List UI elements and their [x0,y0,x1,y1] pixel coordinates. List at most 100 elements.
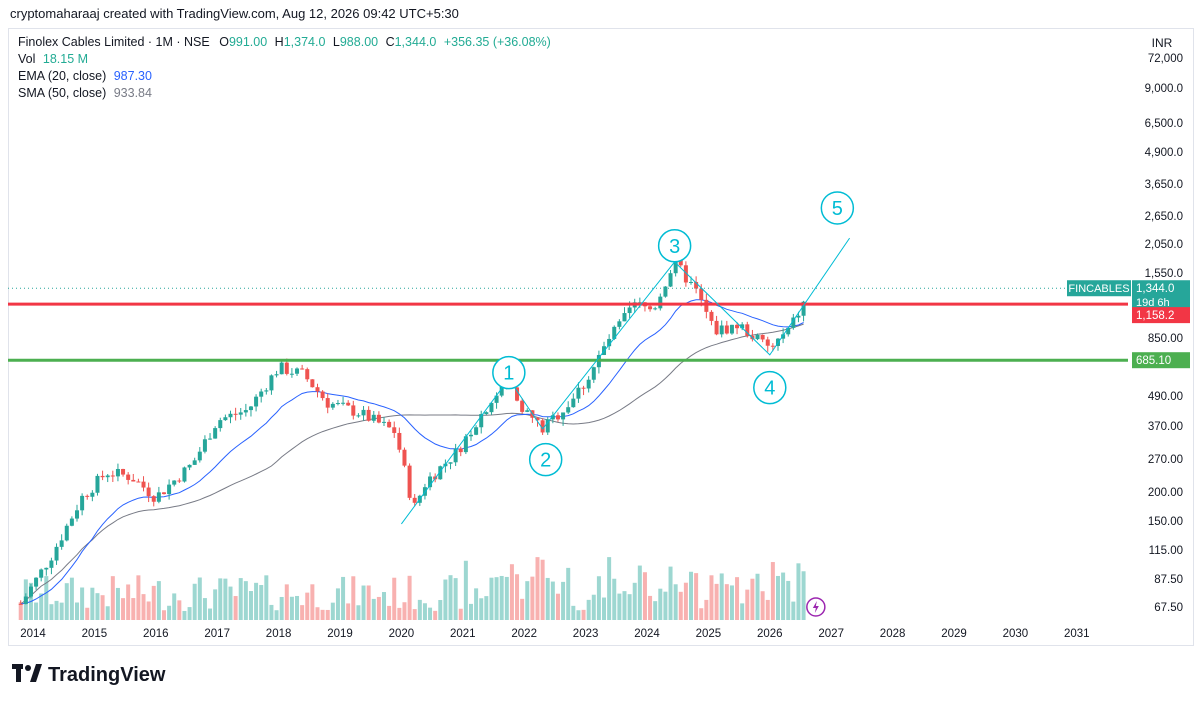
volume-bar [85,607,90,620]
volume-bar [550,581,555,620]
low-label: L [332,35,340,49]
candle-body [187,464,192,468]
y-axis-tick-label: 150.00 [1148,516,1183,528]
volume-bar [443,579,448,620]
candle-body [90,492,95,497]
x-axis-tick-label: 2022 [511,628,537,640]
volume-bar [182,610,187,620]
chart-frame[interactable] [8,28,1194,646]
y-axis-tick-label: 200.00 [1148,487,1183,499]
candle-body [233,413,238,415]
low-value: 988.00 [339,35,379,49]
volume-bar [325,609,330,620]
volume-bar [243,581,248,620]
candle-body [172,480,177,485]
candle-body [356,415,361,417]
candle-body [581,387,586,389]
volume-bar [520,598,525,620]
volume-bar [161,610,166,620]
candle-body [161,492,166,495]
candle-body [474,427,479,435]
candle-body [412,497,417,503]
candle-body [448,462,453,464]
candle-body [320,391,325,399]
volume-bar [80,587,85,620]
open-label: O [219,35,229,49]
volume-bar [269,604,274,620]
candle-body [23,596,28,604]
tradingview-brand: TradingView [48,663,166,686]
volume-bar [735,577,740,620]
volume-bar [673,584,678,620]
candle-body [765,339,770,346]
candle-body [213,428,218,439]
candle-body [770,345,775,347]
volume-bar [515,574,520,620]
candle-body [545,419,550,433]
volume-bar [458,608,463,620]
volume-bar [402,602,407,620]
candle-body [361,409,366,416]
y-axis-tick-label: 2,650.0 [1145,211,1183,223]
volume-bar [770,562,775,620]
volume-bar [351,576,356,620]
ema-label[interactable]: EMA (20, close) [18,69,107,83]
volume-bar [387,605,392,620]
x-axis-tick-label: 2018 [266,628,292,640]
volume-bar [187,607,192,620]
currency-label[interactable]: INR [1151,36,1173,50]
volume-bar [248,591,253,620]
candle-body [387,421,392,428]
volume-bar [39,593,44,620]
wave-label-circle [657,229,692,263]
x-axis-tick-label: 2023 [573,628,599,640]
volume-bar [115,587,120,620]
volume-bar [683,582,688,620]
volume-bar [474,588,479,620]
volume-bar [289,596,294,620]
candle-body [121,468,126,475]
symbol-title[interactable]: Finolex Cables Limited · 1M · NSE [18,35,210,49]
volume-bar [484,596,489,620]
sma-label[interactable]: SMA (50, close) [18,86,107,100]
candle-body [223,417,228,421]
volume-bar [499,575,504,620]
volume-bar [382,592,387,620]
volume-bar [530,576,535,620]
candle-body [156,492,161,502]
candle-body [591,367,596,380]
candle-body [131,479,136,482]
wave-label: 5 [832,198,843,220]
candle-body [612,326,617,339]
candle-body [627,307,632,314]
candle-body [228,413,233,418]
y-axis-tick-label: 490.00 [1148,391,1183,403]
volume-bar [463,560,468,620]
candle-body [561,412,566,420]
candle-body [489,402,494,413]
candle-body [110,475,115,477]
candle-body [264,390,269,392]
volume-bar [192,583,197,620]
volume-bar [136,575,141,620]
candle-body [673,257,678,274]
volume-bar [525,581,530,620]
candle-body [126,474,131,480]
support-price-tag-bg [1132,352,1190,369]
volume-label[interactable]: Vol [18,52,36,66]
volume-bar [704,599,709,620]
candle-body [310,379,315,388]
candle-body [28,586,33,597]
volume-bar [397,607,402,620]
volume-bar [151,585,156,620]
candle-body [325,398,330,408]
candle-body [617,321,622,327]
volume-bar [591,594,596,620]
volume-bar [689,571,694,620]
candle-body [540,420,545,433]
y-axis-tick-label: 87.50 [1154,574,1183,586]
y-axis-tick-label: 3,650.0 [1145,179,1183,191]
volume-bar [90,587,95,620]
volume-bar [259,585,264,620]
